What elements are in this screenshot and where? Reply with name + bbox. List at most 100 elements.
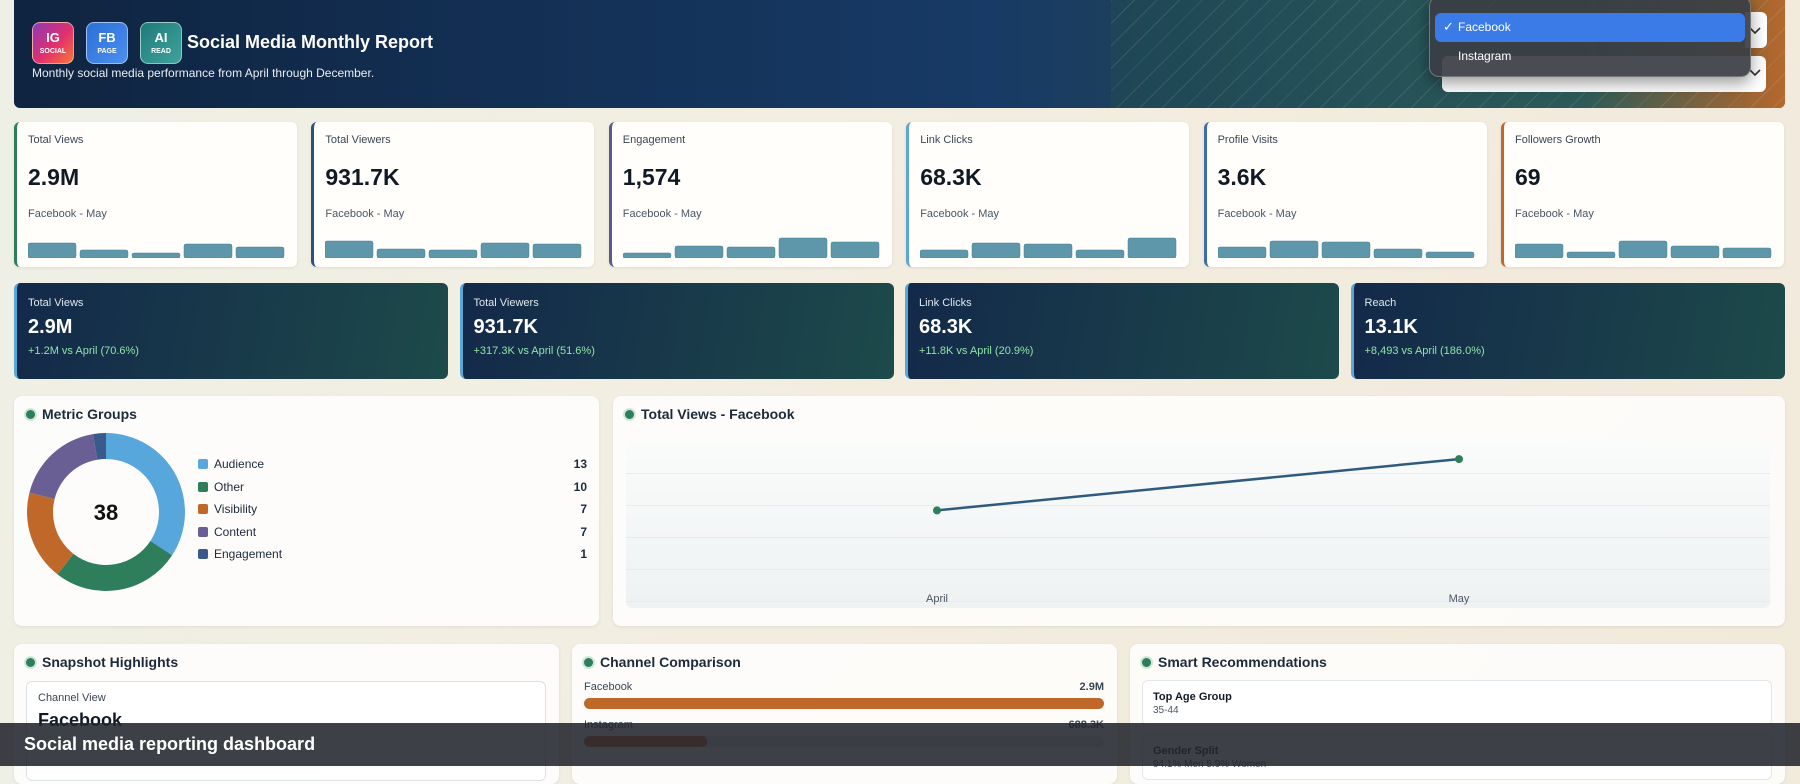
kpi-context: Facebook - May xyxy=(1515,208,1594,220)
kpi-context: Facebook - May xyxy=(622,208,702,220)
trend-bar xyxy=(1127,237,1177,258)
comparison-card: Link Clicks 68.3K +11.8K vs April (20.9%) xyxy=(905,283,1339,379)
title-dot xyxy=(584,658,593,667)
kpi-label: Total Viewers xyxy=(325,134,391,146)
badge-label: AI xyxy=(154,30,168,45)
trend-bar xyxy=(79,249,129,258)
kpi-card: Profile Visits 3.6K Facebook - May xyxy=(1203,122,1487,267)
badge-sub: READ xyxy=(151,48,171,55)
kpi-context: Facebook - May xyxy=(920,208,1000,220)
comparison-value: 13.1K xyxy=(1364,316,1418,338)
comparison-value: 2.9M xyxy=(28,316,73,338)
trend-bar xyxy=(1515,243,1564,258)
panel-title: Channel Comparison xyxy=(600,654,741,670)
comparison-label: Total Viewers xyxy=(473,297,539,309)
x-tick-label: May xyxy=(1449,593,1470,605)
legend-swatch xyxy=(198,481,208,492)
title-dot xyxy=(1142,658,1151,667)
kpi-context: Facebook - May xyxy=(28,208,107,220)
line-chart-panel: Total Views - Facebook April May xyxy=(613,396,1785,626)
trend-bar xyxy=(726,246,776,258)
footer-caption: Social media reporting dashboard xyxy=(24,734,316,754)
line-point xyxy=(933,506,941,515)
badge-sub: PAGE xyxy=(97,48,117,55)
trend-bar xyxy=(971,242,1021,258)
legend-swatch xyxy=(198,549,208,560)
bar-value: 2.9M xyxy=(1080,681,1104,693)
kpi-label: Total Views xyxy=(28,134,84,146)
trend-bar xyxy=(1722,247,1772,258)
kpi-label: Engagement xyxy=(622,134,686,146)
recommendation-card: Top Age Group 35-44 xyxy=(1142,680,1772,726)
recommendation-label: Top Age Group xyxy=(1153,691,1232,703)
legend-label: Visibility xyxy=(214,502,258,517)
legend-value: 1 xyxy=(580,547,587,562)
title-dot xyxy=(625,410,634,419)
kpi-label: Link Clicks xyxy=(920,134,973,146)
trend-bar xyxy=(830,241,880,258)
kpi-card: Total Viewers 931.7K Facebook - May xyxy=(311,122,595,267)
line-point xyxy=(1455,455,1463,464)
badge: AI READ xyxy=(140,22,182,64)
title-dot xyxy=(26,658,35,667)
panel-title: Metric Groups xyxy=(42,406,137,422)
panel-title: Total Views - Facebook xyxy=(641,406,795,422)
trend-bar xyxy=(377,248,426,258)
trend-bar xyxy=(1217,246,1266,258)
bar xyxy=(584,698,1104,709)
trend-bar xyxy=(674,245,724,258)
trend-bar xyxy=(429,249,478,258)
plot-area xyxy=(626,442,1770,608)
legend-label: Content xyxy=(214,524,257,539)
kpi-value: 3.6K xyxy=(1217,164,1267,190)
chart-svg xyxy=(1515,240,1772,258)
trend-bar xyxy=(325,240,374,258)
legend-label: Engagement xyxy=(214,547,283,562)
kpi-value: 1,574 xyxy=(622,164,681,190)
badge-label: IG xyxy=(46,30,60,45)
trend-bar xyxy=(1023,243,1073,258)
trend-bar xyxy=(28,242,77,258)
legend-value: 7 xyxy=(580,524,587,539)
legend-value: 13 xyxy=(573,457,587,471)
chart-svg xyxy=(28,242,285,258)
chevron xyxy=(1749,69,1761,77)
option-label: Instagram xyxy=(1458,49,1512,63)
panel-title: Smart Recommendations xyxy=(1158,654,1327,670)
donut-segment xyxy=(57,540,173,591)
chart-svg: April May xyxy=(926,455,1470,605)
legend-label: Other xyxy=(214,479,245,494)
donut-segment xyxy=(106,433,186,556)
badge-label: FB xyxy=(98,30,116,45)
trend-bar xyxy=(235,246,285,258)
panel-title: Snapshot Highlights xyxy=(42,654,179,670)
trend-bar xyxy=(778,237,828,258)
trend-bar xyxy=(1670,245,1720,258)
comparison-label: Total Views xyxy=(28,297,84,309)
comparison-label: Reach xyxy=(1364,297,1397,309)
chart-svg xyxy=(622,237,880,258)
chart-svg: 38 xyxy=(26,433,186,591)
trend-bar xyxy=(622,252,672,258)
comparison-value: 68.3K xyxy=(919,316,973,338)
select-chevrons xyxy=(1749,27,1761,77)
kpi-value: 69 xyxy=(1515,164,1541,190)
line xyxy=(936,457,1460,512)
trend-bar xyxy=(1425,251,1474,258)
kpi-label: Profile Visits xyxy=(1217,134,1278,146)
header-subtitle: Monthly social media performance from Ap… xyxy=(32,66,375,80)
trend-bar xyxy=(533,243,582,258)
trend-bar xyxy=(1618,240,1668,258)
option-label: Facebook xyxy=(1458,20,1511,34)
dropdown-option[interactable]: ✓ Facebook xyxy=(1435,13,1745,42)
badge: FB PAGE xyxy=(86,22,128,64)
comparison-card: Reach 13.1K +8,493 vs April (186.0%) xyxy=(1350,283,1785,379)
dropdown-option[interactable]: Instagram xyxy=(1435,42,1745,71)
bar-label: Facebook xyxy=(584,681,633,693)
comparison-change: +8,493 vs April (186.0%) xyxy=(1364,345,1485,357)
trend-bar xyxy=(481,242,530,258)
kpi-card: Followers Growth 69 Facebook - May xyxy=(1501,122,1784,267)
trend-bar xyxy=(183,243,233,258)
kpi-context: Facebook - May xyxy=(1217,208,1297,220)
